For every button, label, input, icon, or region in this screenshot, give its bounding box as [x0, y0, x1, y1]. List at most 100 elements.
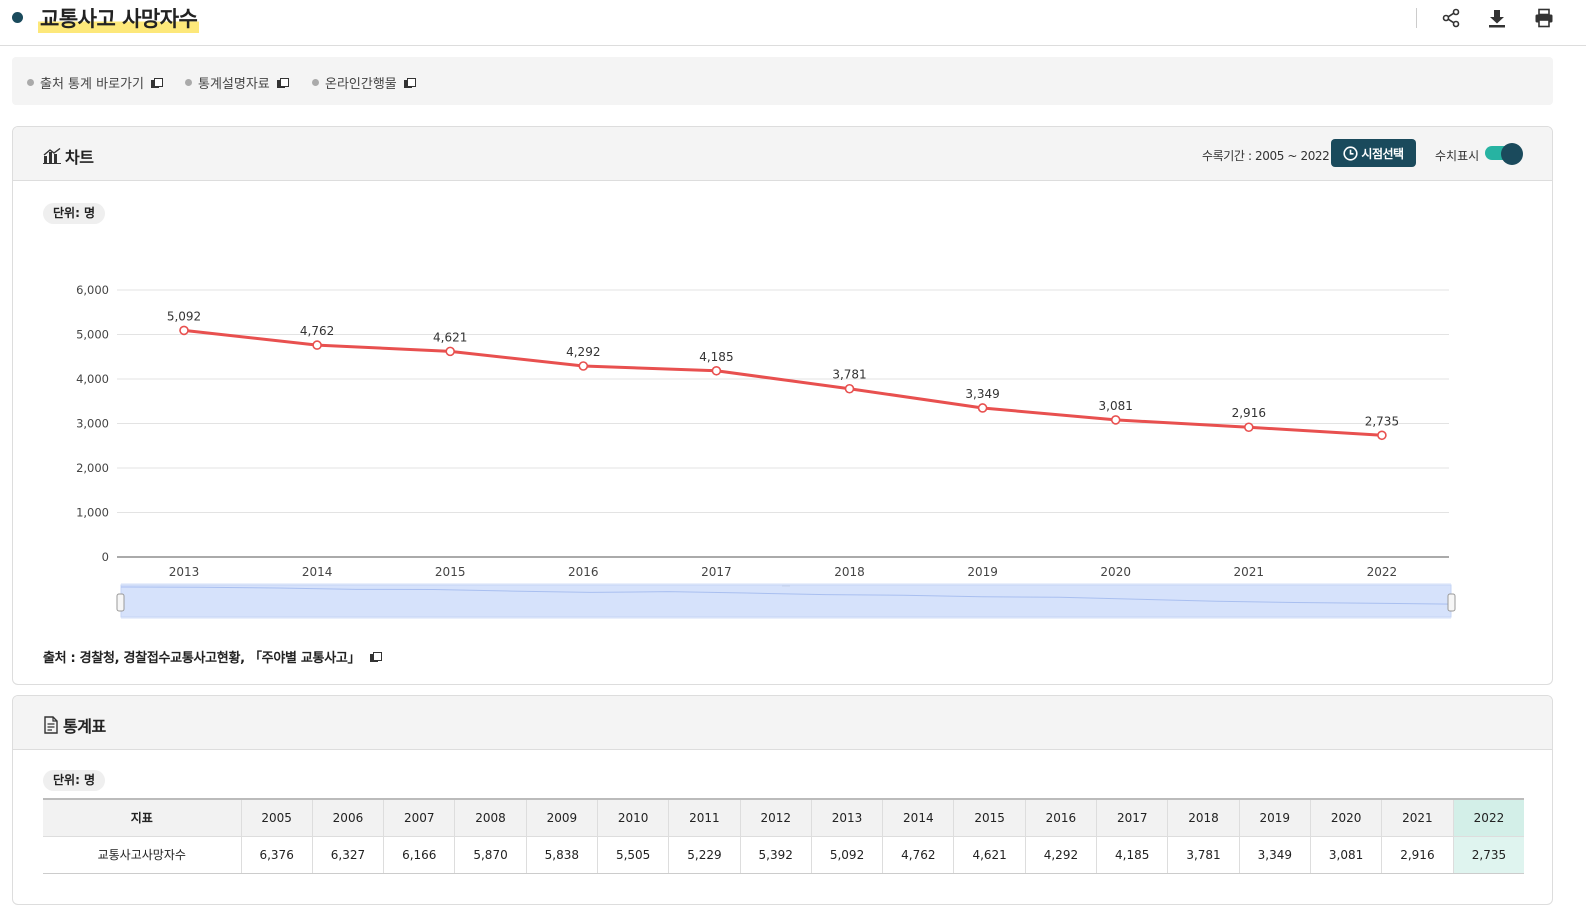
table-header-year: 2005	[241, 798, 313, 837]
y-tick-label: 3,000	[76, 417, 109, 431]
x-tick-label: 2018	[834, 565, 865, 579]
y-tick-label: 4,000	[76, 372, 109, 386]
data-point	[179, 325, 189, 336]
bullet-icon	[185, 79, 192, 86]
table-cell: 6,376	[241, 836, 313, 874]
y-tick-label: 6,000	[76, 283, 109, 297]
time-select-label: 시점선택	[1361, 146, 1404, 161]
data-point	[844, 383, 855, 394]
external-link-icon	[403, 77, 416, 88]
data-point	[711, 365, 722, 376]
table-header-year: 2016	[1025, 798, 1098, 837]
chart-panel-header: 차트 수록기간 : 2005 ~ 2022 시점선택 수치표시	[13, 127, 1552, 181]
external-link-icon[interactable]	[370, 651, 383, 662]
page-title: 교통사고 사망자수	[38, 3, 200, 33]
navigator-series-line	[120, 586, 1452, 605]
table-cell: 4,762	[882, 836, 955, 874]
bullet-icon	[27, 79, 34, 86]
table-header-year: 2017	[1096, 798, 1169, 837]
y-tick-label: 5,000	[76, 328, 109, 342]
chart-source-text: 출처 : 경찰청, 경찰접수교통사고현황, 「주야별 교통사고」	[43, 651, 361, 666]
table-header-year: 2015	[953, 798, 1026, 837]
data-label: 3,349	[965, 387, 999, 401]
chart-unit-badge: 단위: 명	[43, 203, 106, 224]
table-header-year: 2019	[1239, 798, 1311, 837]
external-link-icon	[276, 77, 289, 88]
table-cell: 4,185	[1096, 836, 1169, 874]
table-cell: 6,166	[383, 836, 456, 874]
table-panel-title: 통계표	[43, 713, 106, 737]
link-stat-description[interactable]: 통계설명자료	[185, 73, 289, 92]
header-divider	[1416, 8, 1417, 28]
document-icon	[43, 716, 59, 734]
table-cell: 5,838	[526, 836, 598, 874]
table-header-year: 2013	[811, 798, 884, 837]
data-point	[1244, 422, 1254, 433]
value-display-toggle[interactable]	[1485, 143, 1523, 165]
x-tick-label: 2019	[967, 565, 998, 579]
link-label: 통계설명자료	[198, 77, 270, 92]
table-unit-badge: 단위: 명	[43, 770, 106, 791]
table-header-year: 2011	[668, 798, 741, 837]
table-cell: 2,735	[1453, 836, 1525, 874]
bar-chart-icon	[43, 148, 61, 164]
x-tick-label: 2016	[568, 565, 599, 579]
table-cell: 3,081	[1310, 836, 1383, 874]
table-cell: 4,292	[1025, 836, 1098, 874]
table-cell: 5,229	[668, 836, 741, 874]
series-line	[183, 328, 1382, 437]
x-tick-label: 2015	[435, 565, 466, 579]
table-header-year: 2009	[526, 798, 598, 837]
y-tick-label: 0	[102, 550, 109, 564]
table-cell: 5,092	[811, 836, 884, 874]
bullet-icon	[312, 79, 319, 86]
data-label: 4,621	[433, 330, 467, 344]
chart-panel-title: 차트	[43, 144, 94, 168]
data-label: 4,292	[566, 345, 600, 359]
page-header: 교통사고 사망자수	[0, 0, 1586, 46]
share-icon[interactable]	[1439, 6, 1463, 30]
x-tick-label: 2021	[1234, 565, 1265, 579]
table-cell: 5,392	[740, 836, 812, 874]
data-label: 5,092	[167, 309, 201, 323]
print-icon[interactable]	[1532, 6, 1556, 30]
table-header-year: 2018	[1167, 798, 1240, 837]
table-header-year: 2022	[1453, 798, 1525, 837]
link-online-publication[interactable]: 온라인간행물	[312, 73, 416, 92]
y-tick-label: 1,000	[76, 506, 109, 520]
table-cell: 3,781	[1167, 836, 1240, 874]
x-tick-label: 2013	[169, 565, 200, 579]
table-header-year: 2021	[1381, 798, 1454, 837]
data-point	[578, 361, 589, 371]
data-point	[1377, 430, 1387, 441]
data-point	[1110, 415, 1121, 425]
time-select-button[interactable]: 시점선택	[1331, 139, 1416, 167]
table-header-year: 2006	[312, 798, 385, 837]
table-panel-header: 통계표	[13, 696, 1552, 750]
link-source-stats[interactable]: 출처 통계 바로가기	[27, 73, 163, 92]
table-header-row: 지표 2005 2006 2007 2008 2009 2010 2011 2012 2013 20…	[43, 798, 1525, 837]
table-cell: 5,505	[597, 836, 670, 874]
x-tick-label: 2022	[1367, 565, 1398, 579]
table-title-text: 통계표	[63, 717, 106, 736]
line-chart: 0 1,000 2,000 3,000 4,000 5,000 6,000 2013 2014 2…	[76, 283, 1456, 619]
y-tick-label: 2,000	[76, 461, 109, 475]
x-tick-label: 2014	[302, 565, 333, 579]
table-cell: 6,327	[312, 836, 385, 874]
navigator-handle-left	[116, 593, 125, 612]
period-label: 수록기간 : 2005 ~ 2022	[1202, 149, 1330, 163]
external-link-icon	[150, 77, 163, 88]
table-cell: 5,870	[454, 836, 527, 874]
table-header-year: 2008	[454, 798, 527, 837]
x-tick-label: 2020	[1100, 565, 1131, 579]
title-bullet	[12, 12, 23, 23]
table-header-year: 2020	[1310, 798, 1383, 837]
navigator-handle-right	[1447, 593, 1456, 612]
x-tick-label: 2017	[701, 565, 732, 579]
table-header-year: 2010	[597, 798, 670, 837]
data-label: 4,185	[699, 350, 733, 364]
download-icon[interactable]	[1485, 6, 1509, 30]
table-header-indicator: 지표	[43, 798, 242, 837]
table-cell: 3,349	[1239, 836, 1311, 874]
chart-source: 출처 : 경찰청, 경찰접수교통사고현황, 「주야별 교통사고」	[43, 647, 383, 666]
